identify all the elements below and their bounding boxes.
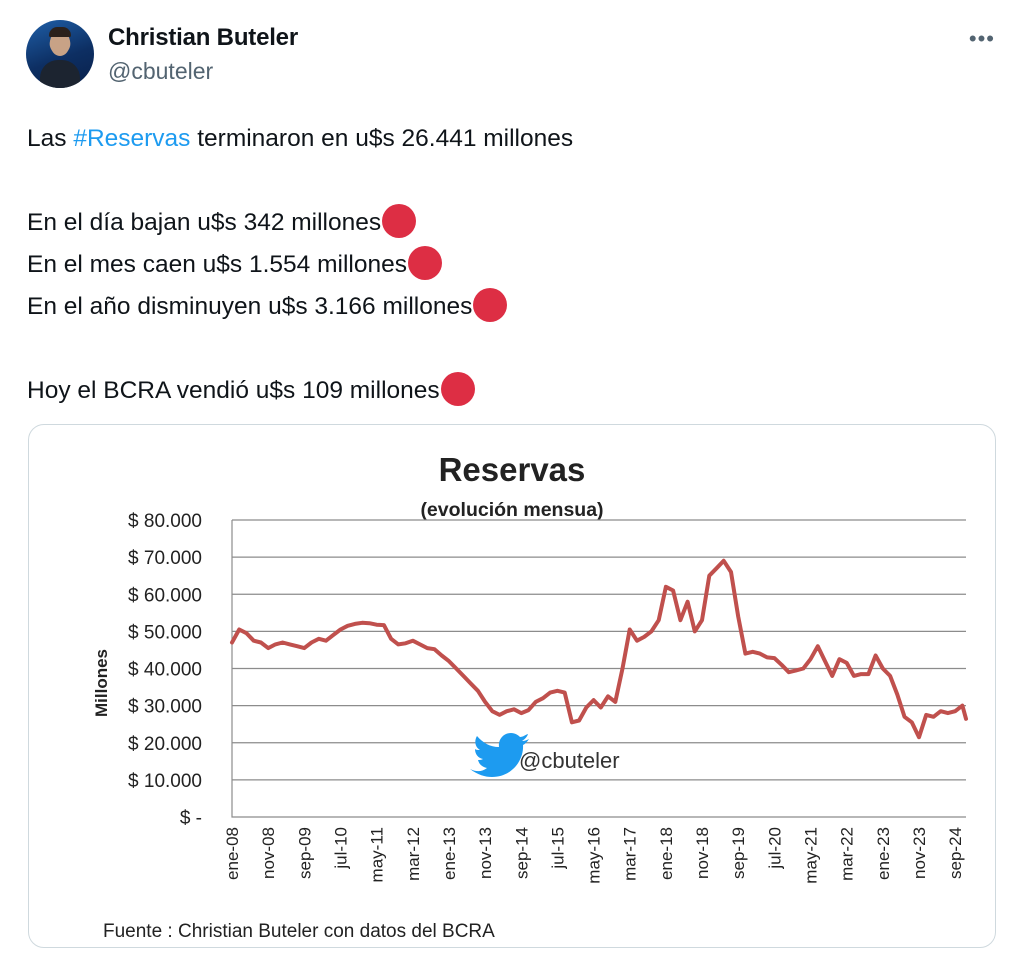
- x-tick-label: sep-19: [729, 827, 748, 879]
- x-tick-label: ene-18: [657, 827, 676, 880]
- y-tick-label: $ -: [180, 808, 202, 829]
- tweet-text: Las #Reservas terminaron en u$s 26.441 m…: [27, 118, 573, 412]
- x-tick-label: mar-17: [621, 827, 640, 881]
- x-tick-label: sep-09: [295, 827, 314, 879]
- x-tick-label: nov-23: [910, 827, 929, 879]
- x-tick-label: sep-14: [512, 827, 531, 879]
- tweet-line-4: En el año disminuyen u$s 3.166 millones: [27, 286, 573, 328]
- tweet-line-5: Hoy el BCRA vendió u$s 109 millones: [27, 370, 573, 412]
- x-tick-label: may-21: [802, 827, 821, 884]
- reserves-series-line: [230, 558, 968, 740]
- chart-subtitle: (evolución mensua): [420, 499, 603, 521]
- tweet-line-1-suffix: terminaron en u$s 26.441 millones: [190, 125, 574, 152]
- y-tick-labels: $ 80.000 $ 70.000 $ 60.000 $ 50.000 $ 40.000…: [128, 511, 202, 829]
- x-tick-label: ene-23: [874, 827, 893, 880]
- tweet-line-3-text: En el mes caen u$s 1.554 millones: [27, 251, 407, 278]
- watermark-text: @cbuteler: [519, 748, 620, 773]
- red-circle-icon: [473, 288, 508, 322]
- x-tick-label: nov-13: [476, 827, 495, 879]
- x-tick-label: nov-08: [259, 827, 278, 879]
- y-tick-label: $ 30.000: [128, 697, 202, 718]
- y-tick-label: $ 80.000: [128, 511, 202, 532]
- y-tick-label: $ 70.000: [128, 548, 202, 569]
- y-axis-label: Millones: [92, 649, 111, 717]
- reserves-chart: Reservas (evolución mensua) Millones $ 8…: [92, 451, 968, 942]
- watermark: @cbuteler: [470, 733, 620, 777]
- author-name[interactable]: Christian Buteler: [108, 24, 298, 51]
- y-tick-label: $ 60.000: [128, 585, 202, 606]
- x-tick-label: may-16: [585, 827, 604, 884]
- x-tick-label: may-11: [368, 827, 387, 882]
- y-tick-label: $ 40.000: [128, 660, 202, 681]
- tweet-line-4-text: En el año disminuyen u$s 3.166 millones: [27, 293, 473, 320]
- x-tick-label: mar-22: [838, 827, 857, 881]
- tweet-line-1: Las #Reservas terminaron en u$s 26.441 m…: [27, 118, 573, 160]
- chart-source: Fuente : Christian Buteler con datos del…: [103, 921, 495, 942]
- author-handle[interactable]: @cbuteler: [108, 58, 214, 84]
- x-tick-label: jul-15: [548, 827, 567, 870]
- x-tick-label: ene-08: [223, 827, 242, 880]
- x-tick-label: ene-13: [440, 827, 459, 880]
- red-circle-icon: [440, 372, 475, 406]
- tweet-line-5-text: Hoy el BCRA vendió u$s 109 millones: [27, 377, 440, 404]
- avatar[interactable]: [26, 20, 94, 88]
- x-tick-label: sep-24: [946, 827, 965, 879]
- hashtag-link[interactable]: #Reservas: [73, 125, 191, 152]
- x-tick-label: jul-10: [331, 827, 350, 870]
- twitter-bird-icon: [470, 733, 529, 777]
- chart-axes: [231, 520, 966, 818]
- y-tick-label: $ 20.000: [128, 734, 202, 755]
- y-tick-label: $ 10.000: [128, 771, 202, 792]
- y-tick-label: $ 50.000: [128, 622, 202, 643]
- red-circle-icon: [382, 204, 417, 238]
- chart-title: Reservas: [439, 451, 586, 488]
- tweet-line-3: En el mes caen u$s 1.554 millones: [27, 244, 573, 286]
- tweet-line-2-text: En el día bajan u$s 342 millones: [27, 209, 382, 236]
- more-icon[interactable]: •••: [968, 26, 995, 51]
- chart-image[interactable]: Reservas (evolución mensua) Millones $ 8…: [28, 424, 996, 948]
- tweet-line-2: En el día bajan u$s 342 millones: [27, 202, 573, 244]
- x-tick-labels: ene-08 nov-08 sep-09 jul-10 may-11 mar-12 ene-…: [223, 827, 965, 884]
- x-tick-label: jul-20: [765, 827, 784, 870]
- tweet-line-1-prefix: Las: [27, 125, 74, 152]
- red-circle-icon: [407, 246, 442, 280]
- x-tick-label: mar-12: [404, 827, 423, 881]
- x-tick-label: nov-18: [693, 827, 712, 879]
